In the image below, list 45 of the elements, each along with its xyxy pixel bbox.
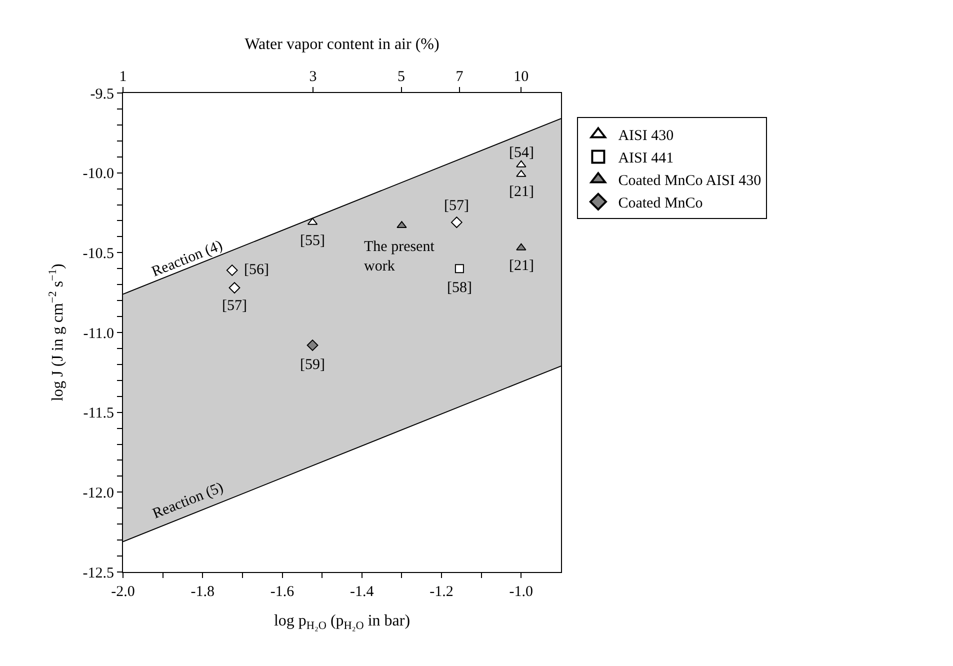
annotation: [57] — [444, 198, 469, 214]
point — [454, 264, 464, 274]
x-tick-label: -1.6 — [270, 584, 295, 600]
point — [516, 243, 526, 250]
annotation: [21] — [509, 184, 534, 200]
point — [228, 282, 240, 294]
y-tick-label: -12.0 — [82, 485, 114, 502]
x2-tick-label: 7 — [456, 69, 464, 85]
legend-label: AISI 430 — [618, 128, 674, 144]
x-axis-title: log p$_{H₂O}$ (p$_{H₂O}$ in bar) — [274, 612, 410, 632]
point — [450, 216, 462, 228]
annotation: [54] — [509, 145, 534, 161]
y-tick-label: -11.0 — [83, 326, 114, 342]
y-tick-label: -11.5 — [83, 406, 114, 422]
annotation: [55] — [300, 233, 325, 249]
x2-tick-label: 1 — [119, 69, 127, 85]
point — [396, 221, 407, 228]
y-tick-label: -10.5 — [82, 246, 114, 262]
x-tick-label: -1.4 — [350, 584, 374, 600]
x-tick-label: -1.8 — [190, 584, 215, 600]
point — [226, 264, 238, 276]
x2-axis-title: Water vapor content in air (%) — [244, 36, 440, 53]
x-tick-label: -1.0 — [509, 584, 534, 600]
point — [516, 170, 526, 177]
x2-tick-label: 10 — [514, 69, 529, 85]
annotation: [57] — [222, 298, 247, 314]
x2-tick-label: 5 — [398, 69, 406, 85]
point — [516, 160, 526, 168]
y-tick-label: -9.5 — [90, 86, 114, 102]
legend-label: Coated MnCo — [618, 196, 703, 212]
x-tick-label: -1.2 — [430, 584, 454, 600]
y-tick-label: -10.0 — [82, 166, 114, 182]
annotation: Reaction (4) — [150, 238, 225, 280]
x2-tick-label: 3 — [309, 69, 317, 85]
annotation: [21] — [509, 258, 534, 274]
annotation: Reaction (5) — [150, 480, 226, 522]
annotation: [56] — [244, 262, 269, 278]
annotation: The present work — [364, 239, 436, 274]
point — [306, 340, 318, 351]
legend-label: Coated MnCo AISI 430 — [618, 173, 762, 190]
legend-label: AISI 441 — [618, 150, 674, 167]
annotation: [58] — [447, 280, 472, 296]
y-tick-label: -12.5 — [82, 565, 114, 582]
x-tick-label: -2.0 — [111, 584, 135, 600]
annotation: [59] — [300, 357, 325, 373]
